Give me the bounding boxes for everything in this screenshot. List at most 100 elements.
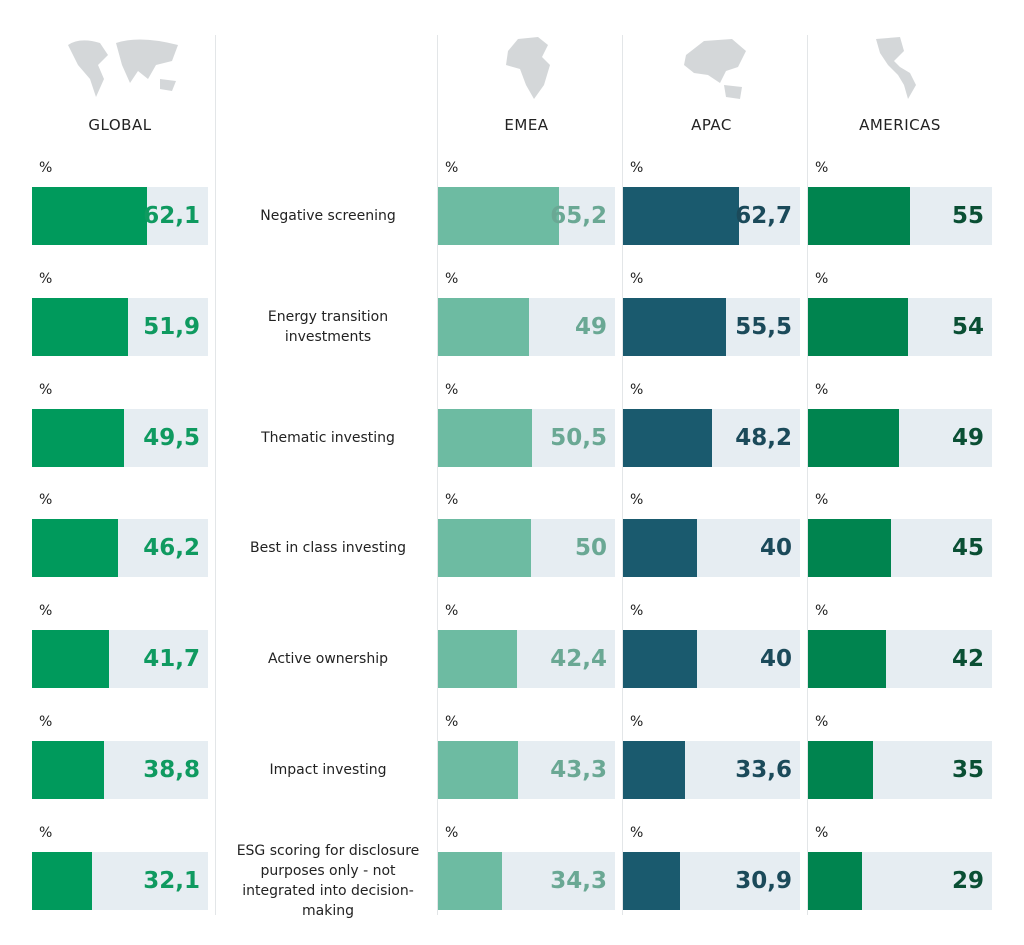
unit-label: % [445, 270, 459, 287]
value-label: 62,7 [735, 203, 792, 229]
unit-label: % [445, 381, 459, 398]
bar [808, 187, 910, 245]
bar [438, 630, 517, 689]
divider [215, 35, 216, 915]
category-label: Energy transition investments [267, 308, 389, 345]
unit-label: % [39, 603, 53, 620]
unit-label: % [815, 603, 829, 620]
bar [623, 741, 686, 799]
column-header: EMEA [504, 116, 549, 134]
unit-label: % [39, 824, 53, 841]
value-label: 40 [759, 535, 792, 562]
value-label: 49,5 [143, 424, 200, 451]
bar [438, 408, 532, 467]
bar [808, 630, 886, 689]
bar [32, 741, 104, 799]
value-label: 42 [951, 646, 984, 673]
value-label: 55 [951, 203, 984, 229]
bar [623, 297, 726, 356]
value-label: 49 [951, 424, 984, 451]
bar [32, 630, 110, 689]
value-label: 30,9 [735, 867, 792, 894]
bar [808, 741, 873, 799]
divider [807, 35, 808, 915]
unit-label: % [39, 270, 53, 287]
value-label: 50 [574, 535, 607, 562]
unit-label: % [630, 603, 644, 620]
bar [438, 741, 519, 799]
unit-label: % [39, 160, 53, 176]
unit-label: % [39, 492, 53, 509]
value-label: 65,2 [550, 203, 607, 229]
unit-label: % [630, 160, 644, 176]
unit-label: % [630, 381, 644, 398]
column-header: GLOBAL [88, 116, 152, 134]
value-label: 35 [951, 757, 984, 783]
unit-label: % [630, 492, 644, 509]
americas-map-icon [876, 37, 916, 99]
column-header: APAC [691, 116, 732, 134]
unit-label: % [630, 824, 644, 841]
value-label: 29 [951, 867, 984, 894]
bar [623, 519, 698, 578]
divider [437, 35, 438, 915]
bar [623, 187, 740, 245]
bar [32, 187, 148, 245]
bar [808, 851, 862, 910]
bar [623, 408, 713, 467]
value-label: 49 [574, 313, 607, 340]
column-header: AMERICAS [859, 116, 941, 134]
category-label: Best in class investing [250, 540, 406, 557]
unit-label: % [630, 714, 644, 730]
divider [622, 35, 623, 915]
bar [808, 297, 909, 356]
value-label: 46,2 [143, 535, 200, 562]
value-label: 43,3 [550, 757, 607, 783]
bar [32, 851, 92, 910]
value-label: 33,6 [735, 757, 792, 783]
unit-label: % [630, 270, 644, 287]
bar [438, 187, 559, 245]
category-label: Impact investing [269, 762, 387, 778]
value-label: 50,5 [550, 424, 607, 451]
unit-label: % [815, 492, 829, 509]
unit-label: % [39, 381, 53, 398]
bar [32, 408, 124, 467]
unit-label: % [815, 381, 829, 398]
unit-label: % [815, 270, 829, 287]
category-label: Active ownership [268, 651, 388, 668]
value-label: 48,2 [735, 424, 792, 451]
bar [32, 297, 129, 356]
category-label: Thematic investing [261, 429, 395, 446]
unit-label: % [39, 714, 53, 730]
unit-label: % [815, 714, 829, 730]
bar [438, 519, 531, 578]
value-label: 45 [951, 535, 984, 562]
unit-label: % [445, 492, 459, 509]
category-label: ESG scoring for disclosure purposes only… [236, 842, 420, 919]
world-map-icon [68, 39, 178, 97]
value-label: 40 [759, 646, 792, 673]
value-label: 34,3 [550, 867, 607, 894]
unit-label: % [445, 824, 459, 841]
bar [32, 519, 118, 578]
value-label: 32,1 [143, 867, 200, 894]
unit-label: % [445, 714, 459, 730]
value-label: 62,1 [143, 203, 200, 229]
bar [438, 851, 502, 910]
value-label: 38,8 [143, 757, 200, 783]
apac-map-icon [684, 39, 746, 99]
value-label: 54 [951, 313, 984, 340]
category-label: Negative screening [260, 208, 396, 224]
emea-map-icon [506, 37, 550, 99]
value-label: 55,5 [735, 313, 792, 340]
unit-label: % [445, 160, 459, 176]
unit-label: % [445, 603, 459, 620]
bar [623, 851, 681, 910]
bar [808, 519, 892, 578]
unit-label: % [815, 160, 829, 176]
value-label: 41,7 [143, 646, 200, 673]
bar [808, 408, 899, 467]
unit-label: % [815, 824, 829, 841]
